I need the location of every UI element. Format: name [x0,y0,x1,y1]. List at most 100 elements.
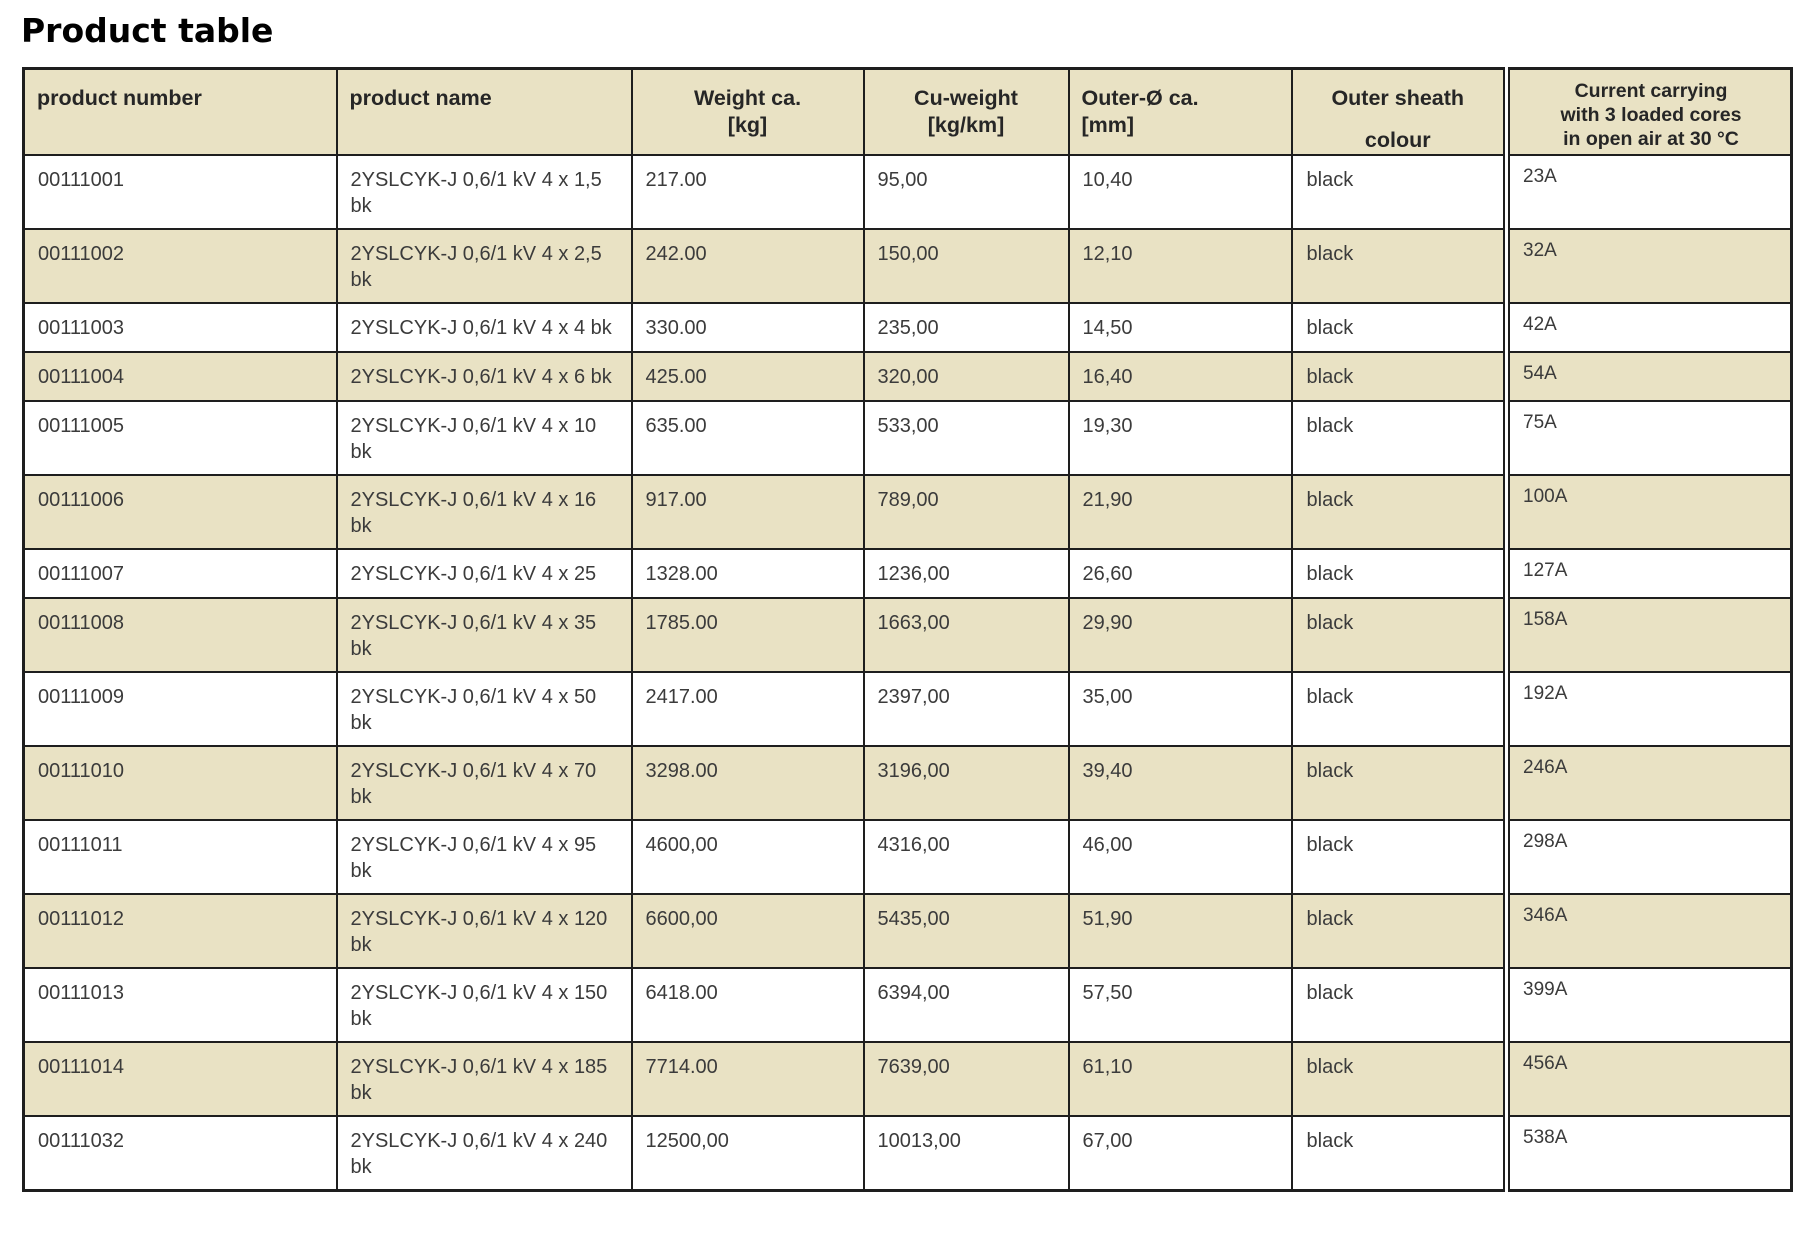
table-row: 00111002 2YSLCYK-J 0,6/1 kV 4 x 2,5 bk 24… [22,228,1793,305]
cell-cu-weight: 95,00 [862,154,1070,231]
cell-sheath-colour: black [1290,154,1508,231]
cell-current: 75A [1503,400,1793,477]
cell-sheath-colour: black [1290,893,1508,970]
header-product-name: product name [335,67,633,157]
cell-product-number: 00111006 [22,474,338,551]
cell-outer-diameter: 14,50 [1067,302,1293,354]
cell-outer-diameter: 19,30 [1067,400,1293,477]
cell-current: 246A [1503,745,1793,822]
table-row: 00111006 2YSLCYK-J 0,6/1 kV 4 x 16 bk 917… [22,474,1793,551]
cell-sheath-colour: black [1290,474,1508,551]
header-label: with 3 loaded cores [1560,104,1742,127]
cell-product-name: 2YSLCYK-J 0,6/1 kV 4 x 6 bk [335,351,633,403]
header-current-carrying: Current carrying with 3 loaded cores in … [1503,67,1793,157]
table-row: 00111013 2YSLCYK-J 0,6/1 kV 4 x 150 bk 64… [22,967,1793,1044]
cell-product-name: 2YSLCYK-J 0,6/1 kV 4 x 35 bk [335,597,633,674]
table-row: 00111004 2YSLCYK-J 0,6/1 kV 4 x 6 bk 425… [22,351,1793,403]
cell-outer-diameter: 46,00 [1067,819,1293,896]
table-row: 00111008 2YSLCYK-J 0,6/1 kV 4 x 35 bk 178… [22,597,1793,674]
cell-current: 54A [1503,351,1793,403]
table-header: product number product name Weight ca. [… [22,67,1793,157]
header-sheath-colour: Outer sheath colour [1290,67,1508,157]
cell-outer-diameter: 10,40 [1067,154,1293,231]
cell-cu-weight: 2397,00 [862,671,1070,748]
cell-sheath-colour: black [1290,1115,1508,1192]
header-unit: [mm] [1081,113,1135,138]
cell-product-name: 2YSLCYK-J 0,6/1 kV 4 x 16 bk [335,474,633,551]
cell-weight: 425.00 [630,351,865,403]
cell-current: 538A [1503,1115,1793,1192]
cell-outer-diameter: 35,00 [1067,671,1293,748]
cell-outer-diameter: 21,90 [1067,474,1293,551]
cell-weight: 2417.00 [630,671,865,748]
cell-cu-weight: 320,00 [862,351,1070,403]
header-row: product number product name Weight ca. [… [22,67,1793,157]
table-row: 00111032 2YSLCYK-J 0,6/1 kV 4 x 240 bk 12… [22,1115,1793,1192]
cell-current: 456A [1503,1041,1793,1118]
cell-current: 23A [1503,154,1793,231]
cell-weight: 635.00 [630,400,865,477]
cell-cu-weight: 1663,00 [862,597,1070,674]
cell-product-name: 2YSLCYK-J 0,6/1 kV 4 x 240 bk [335,1115,633,1192]
cell-weight: 6418.00 [630,967,865,1044]
cell-outer-diameter: 61,10 [1067,1041,1293,1118]
header-unit: [kg/km] [927,113,1005,138]
cell-current: 192A [1503,671,1793,748]
header-outer-diameter: Outer-Ø ca. [mm] [1067,67,1293,157]
cell-weight: 7714.00 [630,1041,865,1118]
cell-cu-weight: 235,00 [862,302,1070,354]
cell-weight: 3298.00 [630,745,865,822]
cell-product-number: 00111032 [22,1115,338,1192]
table-body: 00111001 2YSLCYK-J 0,6/1 kV 4 x 1,5 bk 21… [22,154,1793,1192]
header-unit: [kg] [727,113,768,138]
cell-product-number: 00111008 [22,597,338,674]
table-row: 00111009 2YSLCYK-J 0,6/1 kV 4 x 50 bk 241… [22,671,1793,748]
cell-weight: 330.00 [630,302,865,354]
table-row: 00111012 2YSLCYK-J 0,6/1 kV 4 x 120 bk 66… [22,893,1793,970]
cell-cu-weight: 789,00 [862,474,1070,551]
cell-product-name: 2YSLCYK-J 0,6/1 kV 4 x 2,5 bk [335,228,633,305]
cell-sheath-colour: black [1290,400,1508,477]
cell-outer-diameter: 67,00 [1067,1115,1293,1192]
cell-weight: 6600,00 [630,893,865,970]
table-row: 00111005 2YSLCYK-J 0,6/1 kV 4 x 10 bk 635… [22,400,1793,477]
cell-product-name: 2YSLCYK-J 0,6/1 kV 4 x 70 bk [335,745,633,822]
cell-sheath-colour: black [1290,819,1508,896]
cell-sheath-colour: black [1290,1041,1508,1118]
cell-product-number: 00111011 [22,819,338,896]
cell-outer-diameter: 12,10 [1067,228,1293,305]
cell-current: 346A [1503,893,1793,970]
cell-sheath-colour: black [1290,351,1508,403]
cell-outer-diameter: 16,40 [1067,351,1293,403]
cell-product-number: 00111002 [22,228,338,305]
product-table: product number product name Weight ca. [… [22,67,1793,1192]
cell-product-name: 2YSLCYK-J 0,6/1 kV 4 x 10 bk [335,400,633,477]
table-row: 00111014 2YSLCYK-J 0,6/1 kV 4 x 185 bk 77… [22,1041,1793,1118]
cell-product-number: 00111012 [22,893,338,970]
cell-outer-diameter: 29,90 [1067,597,1293,674]
header-cu-weight: Cu-weight [kg/km] [862,67,1070,157]
cell-product-name: 2YSLCYK-J 0,6/1 kV 4 x 50 bk [335,671,633,748]
cell-current: 100A [1503,474,1793,551]
table-row: 00111010 2YSLCYK-J 0,6/1 kV 4 x 70 bk 329… [22,745,1793,822]
cell-cu-weight: 150,00 [862,228,1070,305]
cell-product-number: 00111005 [22,400,338,477]
cell-weight: 917.00 [630,474,865,551]
cell-current: 158A [1503,597,1793,674]
cell-current: 42A [1503,302,1793,354]
cell-current: 127A [1503,548,1793,600]
header-label: Weight ca. [693,86,802,111]
table-row: 00111007 2YSLCYK-J 0,6/1 kV 4 x 25 1328.… [22,548,1793,600]
cell-cu-weight: 7639,00 [862,1041,1070,1118]
cell-product-name: 2YSLCYK-J 0,6/1 kV 4 x 185 bk [335,1041,633,1118]
cell-outer-diameter: 26,60 [1067,548,1293,600]
cell-product-name: 2YSLCYK-J 0,6/1 kV 4 x 1,5 bk [335,154,633,231]
cell-product-number: 00111014 [22,1041,338,1118]
cell-cu-weight: 10013,00 [862,1115,1070,1192]
header-label: Outer-Ø ca. [1081,86,1199,111]
cell-outer-diameter: 39,40 [1067,745,1293,822]
cell-cu-weight: 5435,00 [862,893,1070,970]
cell-product-number: 00111001 [22,154,338,231]
header-weight: Weight ca. [kg] [630,67,865,157]
cell-cu-weight: 1236,00 [862,548,1070,600]
